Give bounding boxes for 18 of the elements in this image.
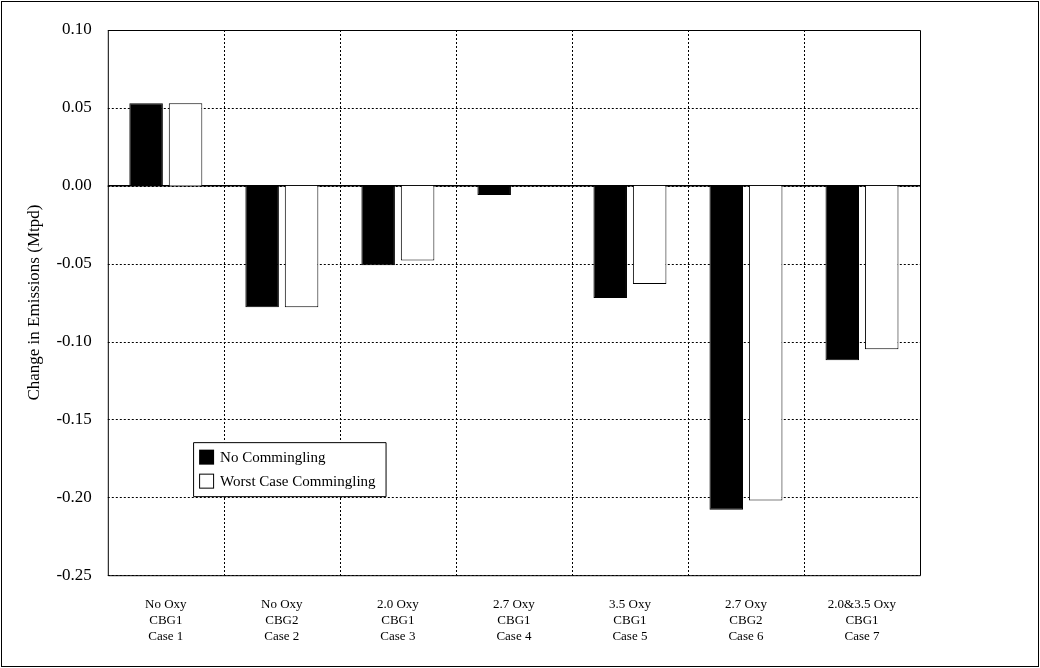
y-tick-label: -0.15 [56, 408, 92, 428]
y-tick-label: -0.05 [56, 253, 92, 273]
y-tick-label: 0.05 [62, 97, 92, 117]
y-tick-label: 0.00 [62, 175, 92, 195]
y-tick-label: -0.10 [56, 331, 92, 351]
y-tick-label: -0.20 [56, 486, 92, 506]
x-tick-label: 2.0&3.5 Oxy CBG1 Case 7 [827, 596, 897, 643]
y-axis-title: Change in Emissions (Mtpd) [23, 204, 43, 401]
x-tick-label: 3.5 Oxy CBG1 Case 5 [608, 596, 652, 643]
x-tick-label: 2.7 Oxy CBG2 Case 6 [725, 596, 768, 643]
legend-label: Worst Case Commingling [220, 473, 377, 490]
y-tick-label: -0.25 [56, 564, 92, 584]
legend-label: No Commingling [220, 449, 327, 466]
y-tick-label: 0.10 [62, 19, 92, 39]
x-tick-label: 2.0 Oxy CBG1 Case 3 [376, 596, 420, 643]
x-tick-label: No Oxy CBG2 Case 2 [261, 596, 304, 643]
x-tick-label: No Oxy CBG1 Case 1 [145, 596, 188, 643]
x-tick-label: 2.7 Oxy CBG1 Case 4 [492, 596, 536, 643]
